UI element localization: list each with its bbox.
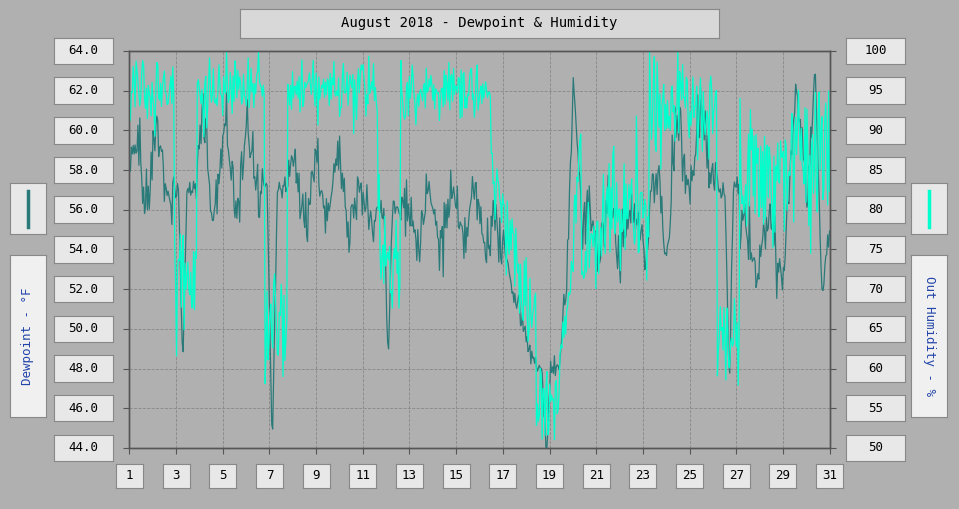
Text: 54.0: 54.0: [68, 243, 99, 256]
Text: 95: 95: [868, 84, 883, 97]
Text: 75: 75: [868, 243, 883, 256]
Text: 5: 5: [219, 469, 226, 483]
Text: August 2018 - Dewpoint & Humidity: August 2018 - Dewpoint & Humidity: [341, 16, 618, 31]
Text: 50.0: 50.0: [68, 322, 99, 335]
Text: 85: 85: [868, 163, 883, 177]
Text: 50: 50: [868, 441, 883, 455]
Text: 60.0: 60.0: [68, 124, 99, 137]
Text: 58.0: 58.0: [68, 163, 99, 177]
Text: 56.0: 56.0: [68, 203, 99, 216]
Text: 9: 9: [313, 469, 320, 483]
Text: 90: 90: [868, 124, 883, 137]
Text: 52.0: 52.0: [68, 282, 99, 296]
Text: 48.0: 48.0: [68, 362, 99, 375]
Text: 19: 19: [542, 469, 557, 483]
Text: 11: 11: [356, 469, 370, 483]
Text: 27: 27: [729, 469, 743, 483]
Text: 3: 3: [173, 469, 180, 483]
Text: 1: 1: [126, 469, 133, 483]
Text: 29: 29: [776, 469, 790, 483]
Text: 31: 31: [822, 469, 837, 483]
Text: 62.0: 62.0: [68, 84, 99, 97]
Text: 100: 100: [864, 44, 887, 58]
Text: 55: 55: [868, 402, 883, 415]
Text: Out Humidity - %: Out Humidity - %: [923, 276, 936, 396]
Text: 70: 70: [868, 282, 883, 296]
Text: 7: 7: [266, 469, 273, 483]
Text: 17: 17: [496, 469, 510, 483]
Text: 15: 15: [449, 469, 463, 483]
Text: 65: 65: [868, 322, 883, 335]
Text: 25: 25: [682, 469, 697, 483]
Text: 23: 23: [636, 469, 650, 483]
Text: 60: 60: [868, 362, 883, 375]
Text: 46.0: 46.0: [68, 402, 99, 415]
Text: 80: 80: [868, 203, 883, 216]
Text: 64.0: 64.0: [68, 44, 99, 58]
Text: Dewpoint - °F: Dewpoint - °F: [21, 287, 35, 385]
Text: 44.0: 44.0: [68, 441, 99, 455]
Text: 13: 13: [402, 469, 417, 483]
Text: 21: 21: [589, 469, 603, 483]
